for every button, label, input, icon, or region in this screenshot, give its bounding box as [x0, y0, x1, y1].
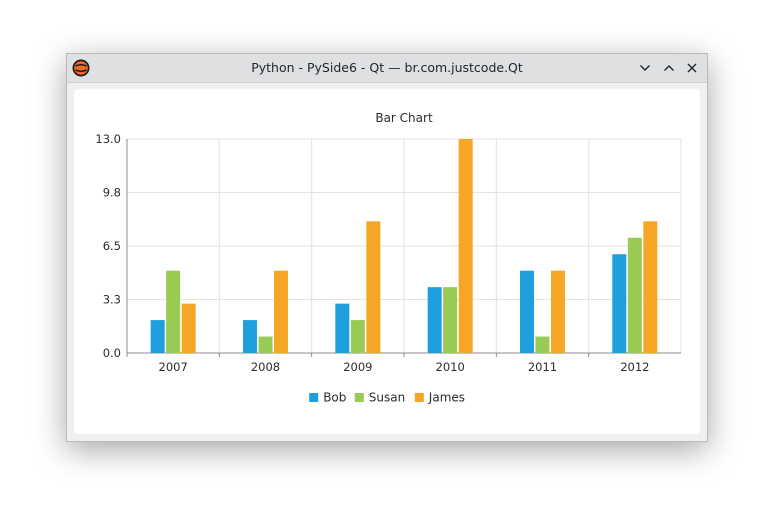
y-tick-label: 0.0 — [103, 346, 121, 360]
y-tick-label: 6.5 — [103, 239, 121, 253]
x-tick-label: 2011 — [528, 360, 557, 374]
bar-james[interactable] — [181, 303, 196, 353]
legend-label-bob[interactable]: Bob — [323, 391, 346, 405]
bar-bob[interactable] — [150, 320, 165, 353]
legend-label-james[interactable]: James — [428, 391, 465, 405]
x-tick-label: 2008 — [251, 360, 280, 374]
bar-susan[interactable] — [166, 270, 181, 353]
x-tick-label: 2012 — [620, 360, 649, 374]
close-button[interactable] — [682, 58, 702, 78]
chart-view: Bar Chart 0.0 3.3 6.5 9.8 13.0 2007 2008 2009 201… — [74, 89, 700, 434]
y-tick-label: 13.0 — [95, 132, 121, 146]
bar-bob[interactable] — [520, 270, 534, 353]
bar-chart: Bar Chart 0.0 3.3 6.5 9.8 13.0 2007 2008 2009 201… — [95, 111, 682, 405]
bar-susan[interactable] — [350, 320, 365, 353]
minimize-button[interactable] — [635, 58, 655, 78]
bar-james[interactable] — [366, 221, 381, 353]
bar-bob[interactable] — [427, 287, 442, 353]
close-icon — [687, 63, 697, 73]
y-tick-label: 9.8 — [103, 186, 121, 200]
x-tick-label: 2007 — [159, 360, 188, 374]
bar-james[interactable] — [274, 270, 288, 353]
bar-bob[interactable] — [243, 320, 257, 353]
y-tick-label: 3.3 — [103, 293, 121, 307]
app-window: Python - PySide6 - Qt — br.com.justcode.… — [66, 53, 708, 442]
bar-susan[interactable] — [443, 287, 458, 353]
legend-marker-susan — [354, 393, 364, 402]
legend-marker-james — [414, 393, 424, 402]
chart-title: Bar Chart — [375, 111, 433, 125]
bar-bob[interactable] — [612, 254, 627, 353]
bar-james[interactable] — [643, 221, 658, 353]
app-icon — [72, 59, 90, 77]
title-bar[interactable]: Python - PySide6 - Qt — br.com.justcode.… — [67, 54, 707, 83]
maximize-button[interactable] — [659, 58, 679, 78]
bar-susan[interactable] — [535, 336, 550, 353]
x-tick-label: 2009 — [343, 360, 372, 374]
legend-marker-bob — [309, 393, 319, 402]
window-title: Python - PySide6 - Qt — br.com.justcode.… — [251, 60, 523, 75]
x-tick-label: 2010 — [436, 360, 465, 374]
chevron-down-icon — [640, 65, 650, 71]
chevron-up-icon — [664, 65, 674, 71]
legend-label-susan[interactable]: Susan — [369, 391, 405, 405]
bar-james[interactable] — [458, 139, 473, 353]
bar-susan[interactable] — [627, 237, 642, 353]
bar-bob[interactable] — [335, 303, 350, 353]
bar-susan[interactable] — [258, 336, 273, 353]
bar-james[interactable] — [551, 270, 565, 353]
